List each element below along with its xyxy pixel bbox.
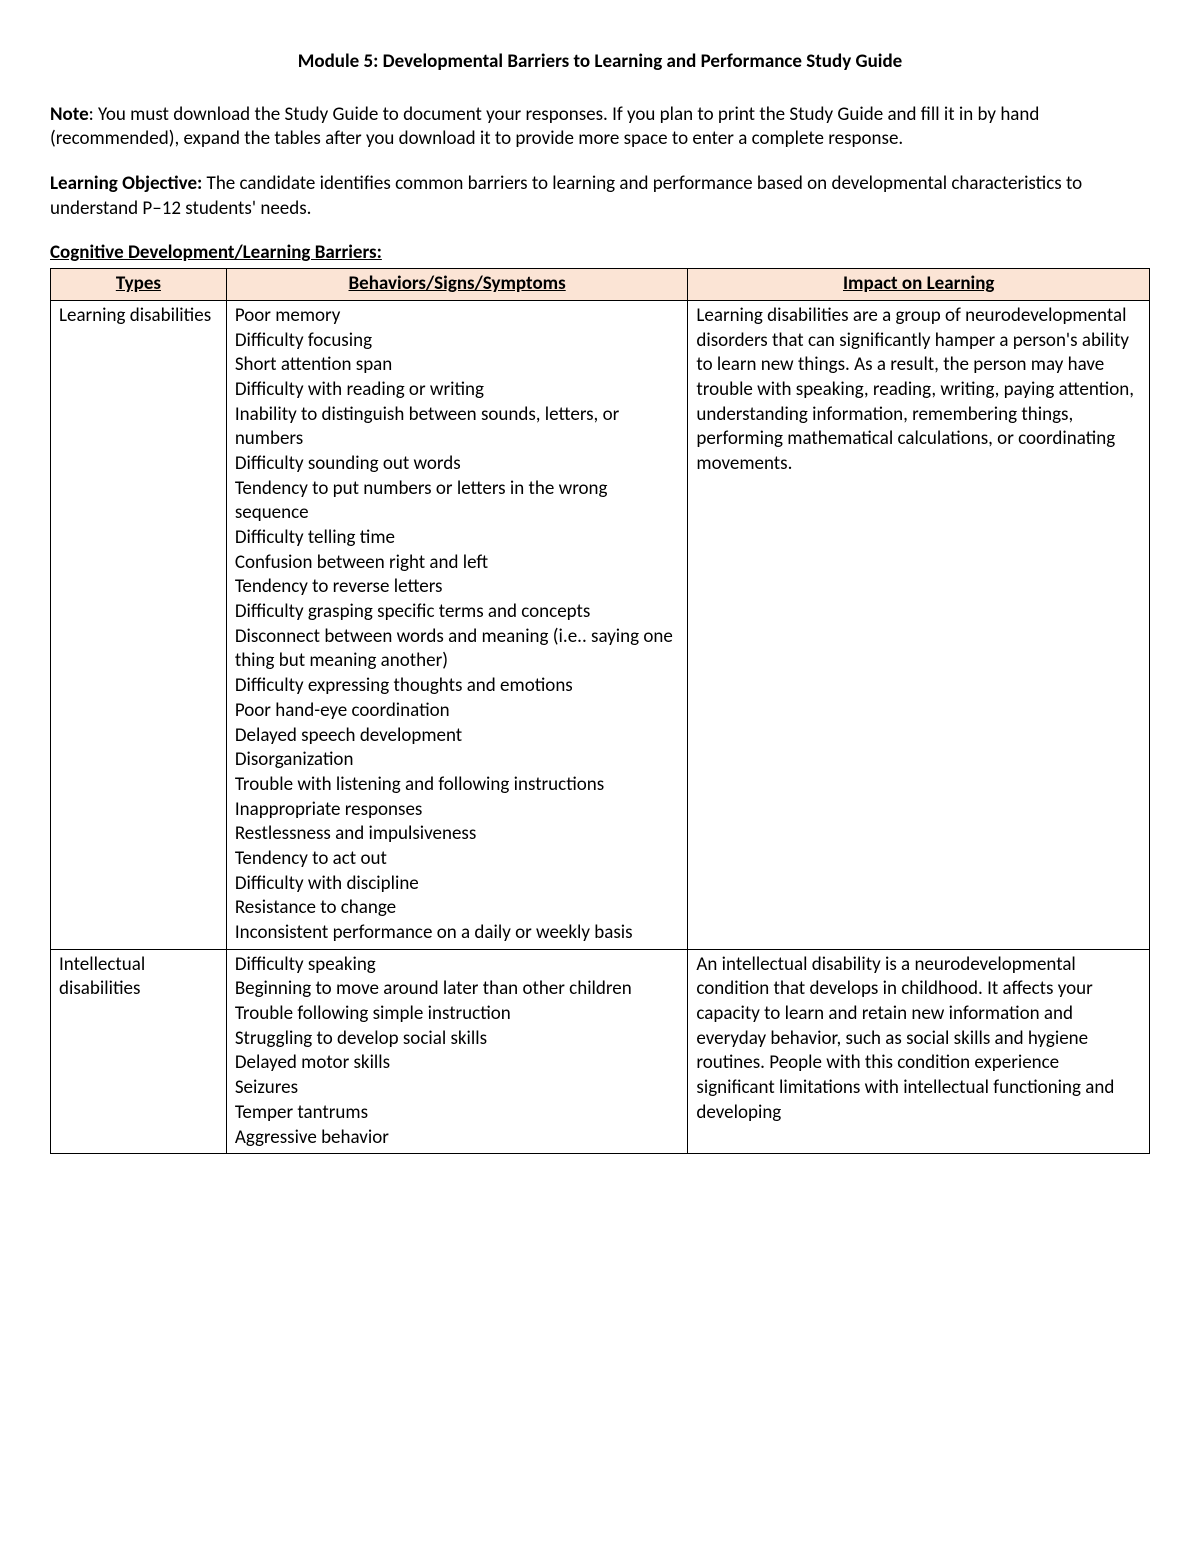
- note-paragraph: Note: You must download the Study Guide …: [50, 103, 1150, 152]
- behavior-item: Poor hand-eye coordination: [235, 699, 680, 724]
- behavior-item: Difficulty expressing thoughts and emoti…: [235, 674, 680, 699]
- behavior-item: Difficulty with discipline: [235, 872, 680, 897]
- behavior-item: Disorganization: [235, 748, 680, 773]
- learning-objective-text: The candidate identifies common barriers…: [50, 172, 1082, 220]
- barriers-table: Types Behaviors/Signs/Symptoms Impact on…: [50, 268, 1150, 1154]
- behavior-item: Aggressive behavior: [235, 1126, 680, 1151]
- behavior-item: Difficulty grasping specific terms and c…: [235, 600, 680, 625]
- page-title: Module 5: Developmental Barriers to Lear…: [50, 50, 1150, 75]
- behavior-item: Delayed speech development: [235, 724, 680, 749]
- behavior-item: Tendency to put numbers or letters in th…: [235, 477, 680, 526]
- behavior-item: Inappropriate responses: [235, 798, 680, 823]
- cell-impact: An intellectual disability is a neurodev…: [688, 949, 1150, 1154]
- behavior-item: Difficulty focusing: [235, 329, 680, 354]
- behavior-item: Difficulty sounding out words: [235, 452, 680, 477]
- behavior-item: Inconsistent performance on a daily or w…: [235, 921, 680, 946]
- behavior-item: Trouble following simple instruction: [235, 1002, 680, 1027]
- section-heading: Cognitive Development/Learning Barriers:: [50, 241, 1150, 266]
- cell-behaviors: Difficulty speakingBeginning to move aro…: [226, 949, 688, 1154]
- behavior-item: Beginning to move around later than othe…: [235, 977, 680, 1002]
- cell-behaviors: Poor memoryDifficulty focusingShort atte…: [226, 300, 688, 949]
- table-row: Intellectual disabilitiesDifficulty spea…: [51, 949, 1150, 1154]
- behavior-item: Difficulty with reading or writing: [235, 378, 680, 403]
- behavior-item: Confusion between right and left: [235, 551, 680, 576]
- cell-type: Learning disabilities: [51, 300, 227, 949]
- table-row: Learning disabilitiesPoor memoryDifficul…: [51, 300, 1150, 949]
- behavior-item: Temper tantrums: [235, 1101, 680, 1126]
- behavior-item: Short attention span: [235, 353, 680, 378]
- note-label: Note: [50, 103, 89, 126]
- behavior-item: Tendency to act out: [235, 847, 680, 872]
- table-header-row: Types Behaviors/Signs/Symptoms Impact on…: [51, 269, 1150, 301]
- cell-type: Intellectual disabilities: [51, 949, 227, 1154]
- cell-impact: Learning disabilities are a group of neu…: [688, 300, 1150, 949]
- behavior-item: Disconnect between words and meaning (i.…: [235, 625, 680, 674]
- behavior-item: Difficulty telling time: [235, 526, 680, 551]
- behavior-item: Seizures: [235, 1076, 680, 1101]
- behavior-item: Delayed motor skills: [235, 1051, 680, 1076]
- behavior-item: Difficulty speaking: [235, 953, 680, 978]
- learning-objective-paragraph: Learning Objective: The candidate identi…: [50, 172, 1150, 221]
- behavior-item: Tendency to reverse letters: [235, 575, 680, 600]
- col-header-types: Types: [51, 269, 227, 301]
- behavior-item: Restlessness and impulsiveness: [235, 822, 680, 847]
- col-header-impact: Impact on Learning: [688, 269, 1150, 301]
- behavior-item: Trouble with listening and following ins…: [235, 773, 680, 798]
- learning-objective-label: Learning Objective:: [50, 172, 202, 195]
- behavior-item: Struggling to develop social skills: [235, 1027, 680, 1052]
- behavior-item: Inability to distinguish between sounds,…: [235, 403, 680, 452]
- note-text: : You must download the Study Guide to d…: [50, 103, 1039, 151]
- col-header-behaviors: Behaviors/Signs/Symptoms: [226, 269, 688, 301]
- behavior-item: Poor memory: [235, 304, 680, 329]
- behavior-item: Resistance to change: [235, 896, 680, 921]
